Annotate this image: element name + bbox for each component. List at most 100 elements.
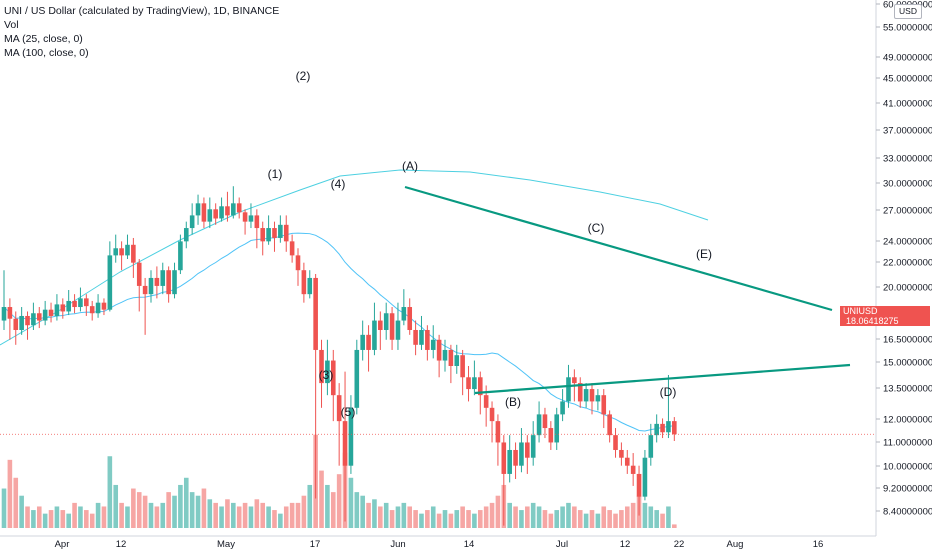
volume-bar xyxy=(36,506,42,528)
candle-body xyxy=(519,442,524,466)
volume-bar xyxy=(507,502,512,528)
time-tick-label: Aug xyxy=(727,539,744,550)
candle-body xyxy=(119,248,124,256)
candle-body xyxy=(430,339,436,350)
candle-body xyxy=(619,449,624,458)
candle-body xyxy=(272,228,277,238)
candle-body xyxy=(542,414,548,429)
candle-body xyxy=(536,414,542,436)
legend-ma25[interactable]: MA (25, close, 0) xyxy=(4,33,83,45)
volume-bar xyxy=(330,492,336,528)
volume-bar xyxy=(172,495,177,528)
candle-body xyxy=(454,355,460,366)
candle-body xyxy=(666,421,671,433)
volume-bar xyxy=(283,506,289,528)
volume-bar xyxy=(131,488,136,528)
price-tick-label: 12.00000000 xyxy=(883,415,932,426)
candle-body xyxy=(389,313,395,340)
candle-body xyxy=(466,377,471,390)
candle-body xyxy=(66,300,71,312)
candle-body xyxy=(125,244,130,256)
volume-bar xyxy=(454,510,460,528)
volume-bar xyxy=(113,484,119,528)
wave-label: (4) xyxy=(331,177,346,191)
volume-bar xyxy=(660,513,665,528)
volume-bar xyxy=(307,484,313,528)
volume-bar xyxy=(248,506,254,528)
candle-body xyxy=(383,313,389,330)
price-tick-label: 20.00000000 xyxy=(883,283,932,294)
candle-body xyxy=(242,212,248,222)
volume-bar xyxy=(78,506,83,528)
volume-bar xyxy=(125,506,130,528)
candle-body xyxy=(19,315,24,330)
volume-bar xyxy=(48,510,54,528)
candle-body xyxy=(372,320,377,350)
volume-bar xyxy=(72,502,77,528)
legend-ma100[interactable]: MA (100, close, 0) xyxy=(4,47,89,59)
candle-body xyxy=(366,334,371,350)
candle-body xyxy=(642,457,648,497)
volume-bar xyxy=(577,510,583,528)
price-tick-label: 27.00000000 xyxy=(883,206,932,217)
price-tick-label: 8.40000000 xyxy=(883,507,932,518)
candle-body xyxy=(442,349,448,361)
candle-body xyxy=(25,315,30,326)
volume-bar xyxy=(219,506,224,528)
volume-bar xyxy=(672,524,677,528)
candle-body xyxy=(525,442,530,458)
candle-body xyxy=(648,435,654,458)
volume-bar xyxy=(519,510,524,528)
legend-title[interactable]: UNI / US Dollar (calculated by TradingVi… xyxy=(4,5,280,17)
candle-body xyxy=(283,224,289,242)
volume-bar xyxy=(319,470,324,528)
volume-bar xyxy=(525,506,530,528)
candle-body xyxy=(301,270,307,295)
volume-bar xyxy=(207,499,213,528)
candle-body xyxy=(95,302,101,314)
volume-bar xyxy=(372,499,377,528)
candle-body xyxy=(142,285,148,295)
candle-body xyxy=(425,329,430,350)
price-tick-label: 33.00000000 xyxy=(883,154,932,165)
time-tick-label: Jul xyxy=(556,539,568,550)
time-tick-label: Apr xyxy=(55,539,70,550)
candle-body xyxy=(436,339,442,361)
volume-bar xyxy=(325,484,330,528)
candle-body xyxy=(254,215,260,229)
volume-bar xyxy=(201,488,207,528)
volume-bar xyxy=(654,510,659,528)
volume-bar xyxy=(413,510,418,528)
volume-bar xyxy=(266,506,271,528)
volume-bar xyxy=(95,502,101,528)
volume-bar xyxy=(389,510,395,528)
candle-body xyxy=(1,307,7,321)
volume-bar xyxy=(607,510,612,528)
currency-unit-badge[interactable]: USD xyxy=(894,4,922,19)
volume-bar xyxy=(366,502,371,528)
candle-body xyxy=(148,277,154,295)
volume-bar xyxy=(101,506,107,528)
volume-bar xyxy=(119,502,124,528)
time-tick-label: 16 xyxy=(813,539,824,550)
price-axis-bg xyxy=(876,0,932,550)
volume-bar xyxy=(542,510,548,528)
wave-label: (5) xyxy=(341,405,356,419)
volume-bar xyxy=(395,506,401,528)
price-tick-label: 15.00000000 xyxy=(883,358,932,369)
candle-body xyxy=(131,244,136,263)
volume-bar xyxy=(154,506,160,528)
candle-body xyxy=(7,307,13,319)
volume-bar xyxy=(336,474,342,528)
candle-body xyxy=(419,329,424,345)
chart-legend: UNI / US Dollar (calculated by TradingVi… xyxy=(4,4,279,60)
wave-label: (3) xyxy=(319,368,334,382)
volume-bar xyxy=(348,477,354,528)
candle-body xyxy=(336,395,342,422)
legend-vol[interactable]: Vol xyxy=(4,19,19,31)
volume-bar xyxy=(572,506,577,528)
price-tick-label: 22.00000000 xyxy=(883,258,932,269)
candle-body xyxy=(178,241,183,271)
